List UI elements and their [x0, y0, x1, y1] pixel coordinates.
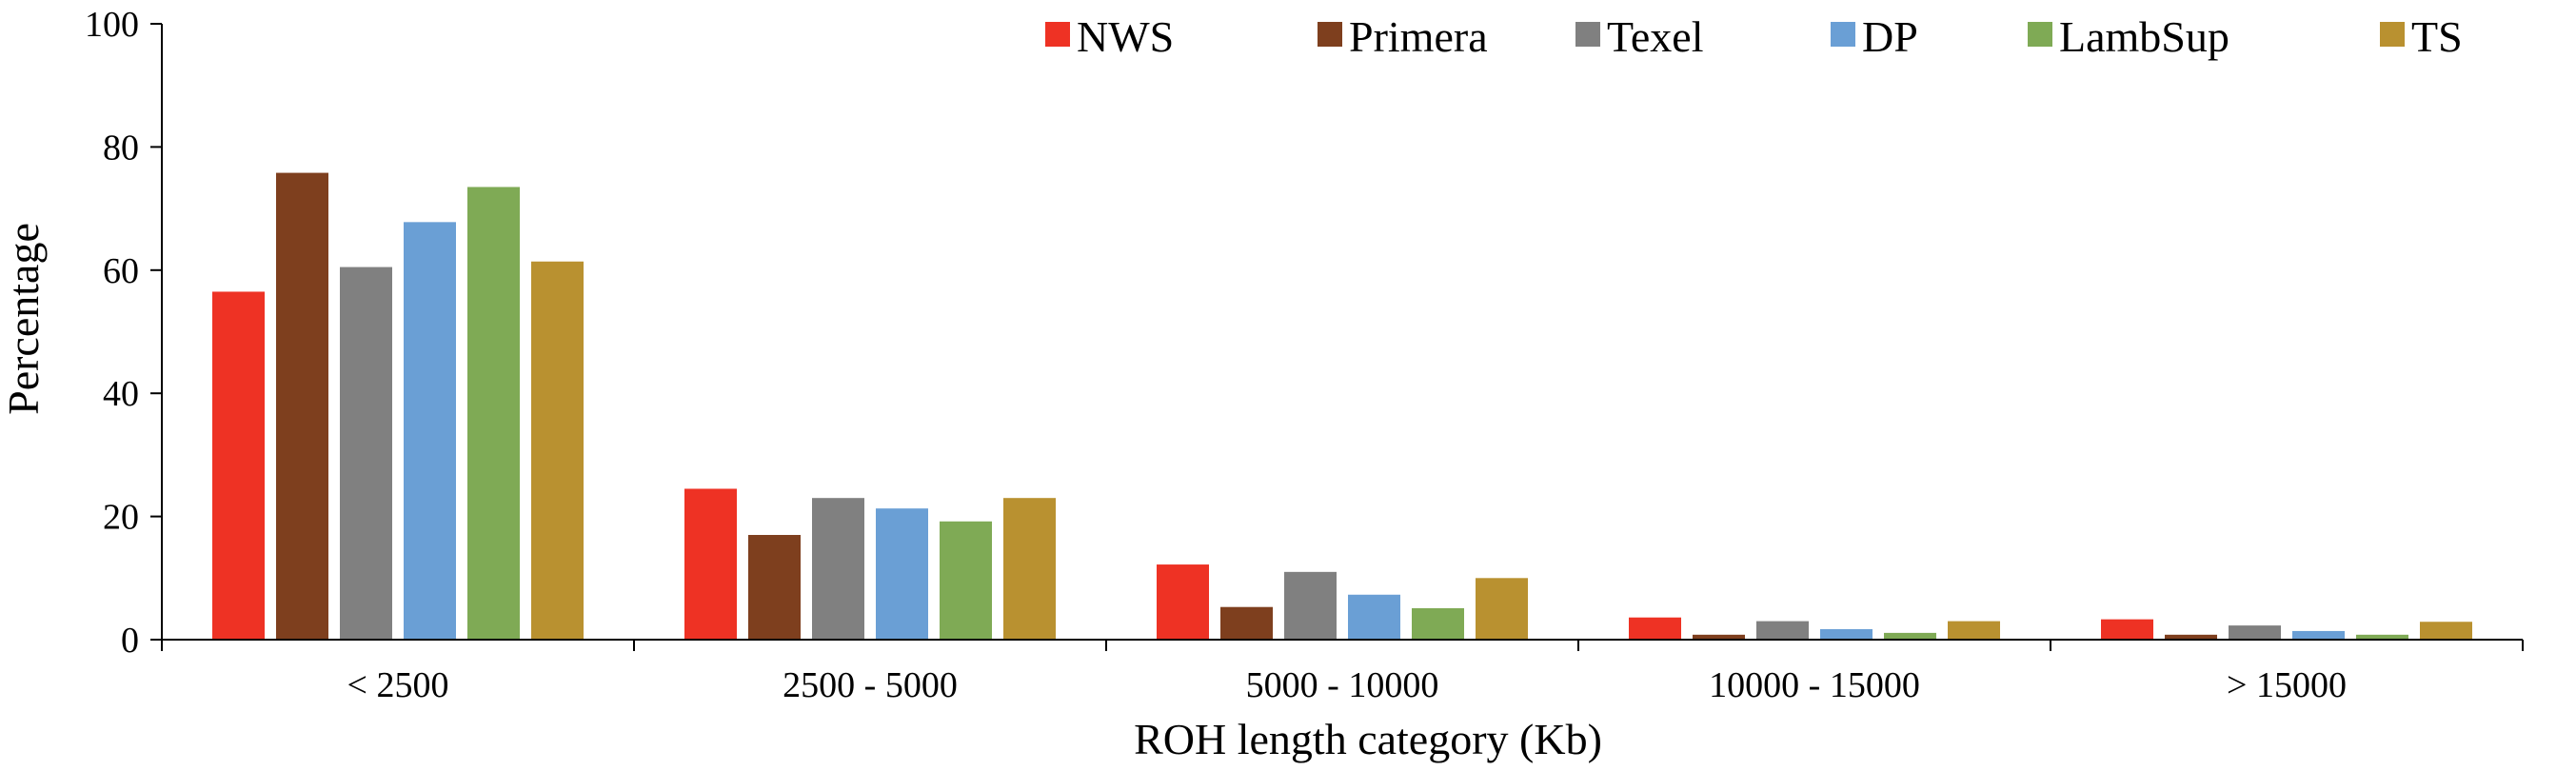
legend: NWS Primera Texel DP LambSup TS	[1045, 12, 2463, 61]
bar-ts	[2420, 622, 2472, 640]
bar-primera	[2165, 634, 2217, 640]
bar-texel	[1756, 621, 1809, 640]
bar-dp	[404, 222, 456, 641]
bar-texel	[812, 498, 864, 640]
bar-texel	[1284, 571, 1337, 640]
bar-lambsup	[1412, 608, 1464, 640]
bar-primera	[1693, 634, 1745, 640]
bar-primera	[748, 535, 801, 640]
bar-primera	[276, 172, 328, 640]
bar-lambsup	[2356, 634, 2408, 640]
bar-dp	[876, 508, 928, 640]
legend-label-lambsup: LambSup	[2059, 12, 2229, 61]
legend-swatch-dp	[1831, 22, 1855, 47]
y-tick-label: 100	[85, 5, 139, 45]
y-tick-label: 60	[103, 251, 139, 291]
bar-dp	[1820, 629, 1873, 640]
bar-ts	[1003, 498, 1056, 640]
bar-lambsup	[940, 521, 992, 640]
bar-nws	[212, 291, 265, 640]
legend-swatch-texel	[1575, 22, 1600, 47]
x-tick-label: < 2500	[347, 665, 449, 705]
x-tick-label: 2500 - 5000	[783, 665, 958, 705]
legend-label-texel: Texel	[1607, 12, 1704, 61]
legend-swatch-nws	[1045, 22, 1070, 47]
bar-nws	[684, 488, 737, 640]
bar-texel	[2229, 625, 2281, 640]
legend-label-primera: Primera	[1349, 12, 1488, 61]
x-tick-label: 10000 - 15000	[1709, 665, 1920, 705]
bar-texel	[340, 267, 392, 640]
bar-nws	[1157, 564, 1209, 640]
bar-lambsup	[1884, 632, 1936, 640]
legend-swatch-ts	[2380, 22, 2405, 47]
bar-primera	[1220, 606, 1273, 640]
bar-dp	[1348, 594, 1400, 640]
legend-label-dp: DP	[1862, 12, 1918, 61]
legend-swatch-primera	[1318, 22, 1342, 47]
y-tick-label: 20	[103, 498, 139, 538]
legend-label-ts: TS	[2411, 12, 2463, 61]
y-tick-label: 0	[121, 621, 139, 661]
y-tick-labels: 0 20 40 60 80 100	[85, 5, 139, 661]
x-tick-labels: < 2500 2500 - 5000 5000 - 10000 10000 - 150…	[347, 665, 2347, 705]
axes-layer	[150, 23, 2524, 651]
y-axis-title: Percentage	[0, 223, 48, 415]
y-tick-label: 40	[103, 374, 139, 414]
x-axis-title: ROH length category (Kb)	[1134, 715, 1602, 763]
bars-layer	[212, 172, 2472, 641]
x-tick-label: > 15000	[2227, 665, 2347, 705]
bar-ts	[1948, 621, 2000, 640]
bar-nws	[1629, 617, 1681, 640]
y-tick-label: 80	[103, 128, 139, 168]
bar-lambsup	[467, 187, 520, 640]
legend-label-nws: NWS	[1077, 12, 1174, 61]
bar-ts	[1476, 578, 1528, 640]
legend-swatch-lambsup	[2028, 22, 2052, 47]
bar-dp	[2292, 630, 2345, 640]
bar-nws	[2101, 619, 2153, 640]
x-tick-label: 5000 - 10000	[1246, 665, 1439, 705]
bar-ts	[531, 261, 584, 640]
